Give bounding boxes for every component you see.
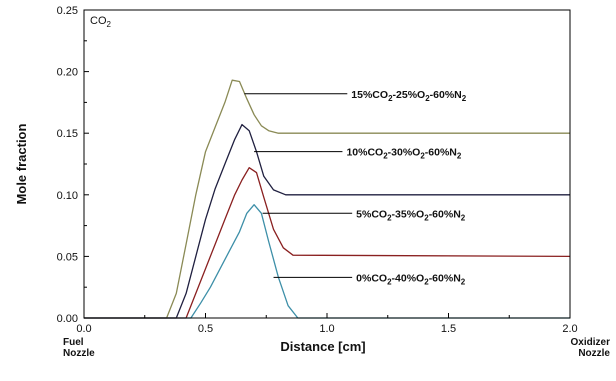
y-axis-label: Mole fraction <box>14 123 29 204</box>
x-tick-label: 1.0 <box>319 323 334 335</box>
y-tick-label: 0.25 <box>57 5 78 17</box>
curves-group <box>84 79 571 319</box>
series-line-3 <box>84 204 570 319</box>
y-tick-label: 0.05 <box>57 251 78 263</box>
fuel-nozzle-label: Nozzle <box>63 348 95 359</box>
oxidizer-nozzle-label: Oxidizer <box>571 337 611 348</box>
series-label-2: 5%CO2-35%O2-60%N2 <box>356 208 466 222</box>
y-tick-label: 0.15 <box>57 128 78 140</box>
series-line-2 <box>84 167 571 319</box>
annotations-group: 15%CO2-25%O2-60%N2 10%CO2-30%O2-60%N2 5%CO… <box>244 89 467 286</box>
panel-label: CO2 <box>90 15 112 29</box>
oxidizer-nozzle-label: Nozzle <box>578 348 610 359</box>
y-tick-label: 0.10 <box>57 190 78 202</box>
series-line-0 <box>84 79 570 319</box>
ticks-group: 0.0 0.5 1.0 1.5 2.0 0.00 0.05 0.10 0.15 0.20 0.25 <box>57 5 578 335</box>
y-tick-label: 0.20 <box>57 67 78 79</box>
x-axis-label: Distance [cm] <box>280 339 365 354</box>
series-label-3: 0%CO2-40%O2-60%N2 <box>356 272 466 286</box>
series-label-1: 10%CO2-30%O2-60%N2 <box>346 147 461 161</box>
x-tick-label: 1.5 <box>441 323 456 335</box>
x-tick-label: 2.0 <box>562 323 577 335</box>
fuel-nozzle-label: Fuel <box>63 337 84 348</box>
series-label-0: 15%CO2-25%O2-60%N2 <box>351 89 466 103</box>
y-tick-label: 0.00 <box>57 313 78 325</box>
x-tick-label: 0.5 <box>198 323 213 335</box>
x-tick-label: 0.0 <box>76 323 91 335</box>
series-line-1 <box>84 123 570 319</box>
plot-frame <box>83 9 571 319</box>
